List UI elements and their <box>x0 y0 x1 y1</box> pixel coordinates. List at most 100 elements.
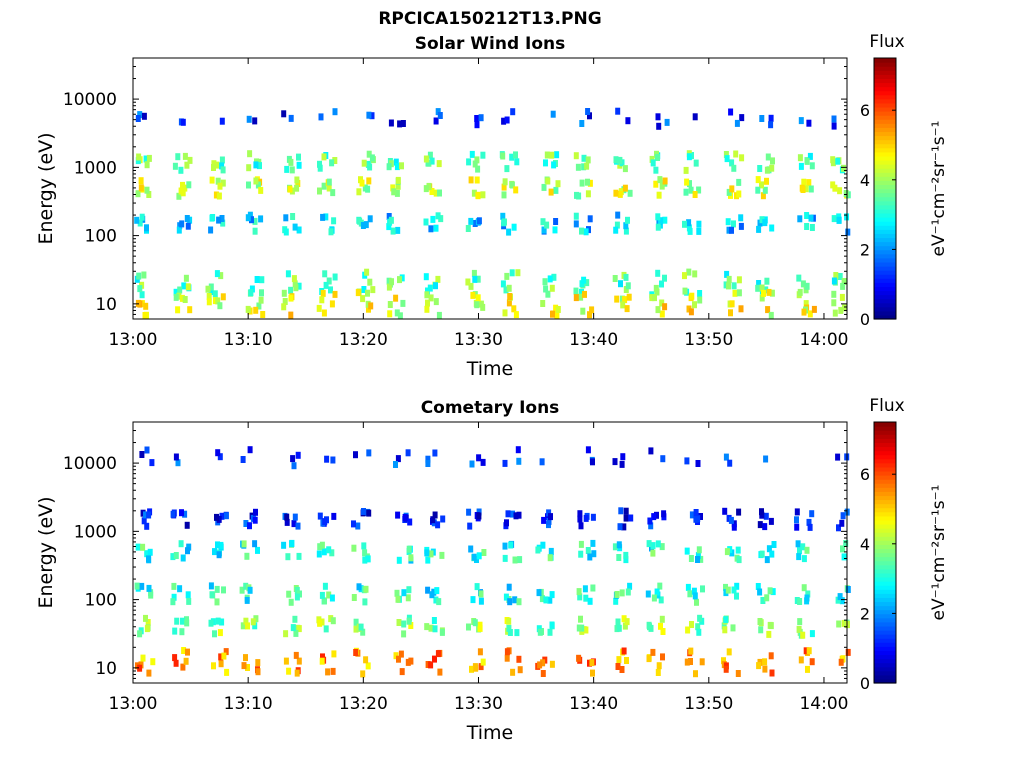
heatmap-cell <box>760 597 766 604</box>
colorbar-segment <box>874 310 896 316</box>
heatmap-cell <box>768 311 774 319</box>
heatmap-cell <box>353 451 358 459</box>
colorbar-segment <box>874 621 896 627</box>
heatmap-cell <box>478 663 484 671</box>
heatmap-cell <box>215 449 221 457</box>
heatmap-cell <box>387 310 393 318</box>
heatmap-cell <box>589 306 595 314</box>
heatmap-cell <box>283 630 289 638</box>
heatmap-cell <box>513 311 519 319</box>
heatmap-cell <box>390 184 396 192</box>
heatmap-cell <box>646 621 652 629</box>
heatmap-cell <box>696 186 702 194</box>
colorbar-segment <box>874 204 896 210</box>
heatmap-cell <box>480 191 486 199</box>
heatmap-cell <box>183 657 189 665</box>
heatmap-cell <box>770 157 775 165</box>
colorbar-segment <box>874 278 896 283</box>
heatmap-cell <box>759 550 765 558</box>
heatmap-cell <box>394 163 400 171</box>
heatmap-cell <box>684 658 690 666</box>
heatmap-cell <box>247 446 253 454</box>
colorbar-segment <box>874 629 896 635</box>
heatmap-cell <box>184 215 190 222</box>
heatmap-cell <box>540 659 546 667</box>
heatmap-cell <box>356 583 362 591</box>
heatmap-cell <box>424 549 430 557</box>
heatmap-cell <box>805 590 811 598</box>
colorbar-segment <box>874 434 896 439</box>
heatmap-cell <box>386 223 392 231</box>
heatmap-cell <box>734 119 740 127</box>
heatmap-cell <box>736 289 742 297</box>
heatmap-cell <box>476 217 482 225</box>
heatmap-cell <box>585 446 591 454</box>
x-tick-label: 13:20 <box>339 330 388 350</box>
heatmap-cell <box>612 458 618 466</box>
heatmap-cell <box>209 176 215 184</box>
heatmap-cell <box>215 541 220 549</box>
heatmap-cell <box>725 218 731 226</box>
heatmap-cell <box>697 614 703 622</box>
heatmap-cell <box>185 547 190 555</box>
heatmap-cell <box>840 545 845 553</box>
heatmap-cell <box>685 626 691 634</box>
heatmap-cell <box>240 456 246 463</box>
heatmap-cell <box>143 155 149 163</box>
heatmap-cell <box>581 154 587 162</box>
colorbar-segment <box>874 200 896 206</box>
heatmap-cell <box>138 184 144 192</box>
heatmap-cell <box>408 622 414 629</box>
colorbar: 0 2 4 6 Flux eV⁻¹cm⁻²sr⁻¹s⁻¹ <box>860 32 949 329</box>
heatmap-cell <box>508 541 514 549</box>
heatmap-cell <box>797 215 803 223</box>
heatmap-cell <box>425 455 431 463</box>
heatmap-cell <box>590 513 596 521</box>
heatmap-cell <box>619 460 625 468</box>
heatmap-cell <box>798 162 804 170</box>
colorbar-segment <box>874 605 896 611</box>
heatmap-cell <box>500 152 506 160</box>
heatmap-cell <box>615 663 621 670</box>
heatmap-cell <box>292 615 298 623</box>
heatmap-cell <box>293 629 299 637</box>
colorbar-segment <box>874 523 896 529</box>
heatmap-cell <box>756 225 762 233</box>
heatmap-cell <box>809 162 815 170</box>
colorbar-segment <box>874 454 896 460</box>
colorbar-segment <box>874 233 896 239</box>
heatmap-cell <box>252 117 258 125</box>
heatmap-cell <box>692 113 698 121</box>
heatmap-cell <box>322 270 328 278</box>
heatmap-cell <box>148 589 154 597</box>
heatmap-cell <box>355 289 361 297</box>
heatmap-cell <box>397 276 402 284</box>
heatmap-cell <box>223 512 229 520</box>
heatmap-cell <box>738 305 744 313</box>
heatmap-cell <box>684 547 690 555</box>
heatmap-cell <box>321 153 327 161</box>
heatmap-cell <box>697 290 703 297</box>
heatmap-cell <box>136 272 142 280</box>
heatmap-cell <box>147 548 153 556</box>
heatmap-cell <box>808 185 814 193</box>
heatmap-cell <box>506 284 512 292</box>
heatmap-cell <box>612 543 618 551</box>
heatmap-cell <box>841 164 846 172</box>
y-axis-label: Energy (eV) <box>35 496 57 608</box>
heatmap-cell <box>173 288 179 296</box>
heatmap-cell <box>516 457 522 465</box>
heatmap-cell <box>755 176 761 184</box>
heatmap-cell <box>425 159 431 167</box>
heatmap-cell <box>500 280 506 288</box>
heatmap-cell <box>435 275 441 283</box>
colorbar-segment <box>874 462 896 468</box>
heatmap-cell <box>760 192 766 200</box>
heatmap-cell <box>583 514 589 522</box>
x-tick-label: 13:50 <box>684 694 733 714</box>
heatmap-cell <box>316 550 322 558</box>
heatmap-cell <box>219 618 225 626</box>
heatmap-cell <box>731 282 737 290</box>
heatmap-cell <box>840 655 846 663</box>
colorbar-tick-label: 2 <box>860 240 870 259</box>
